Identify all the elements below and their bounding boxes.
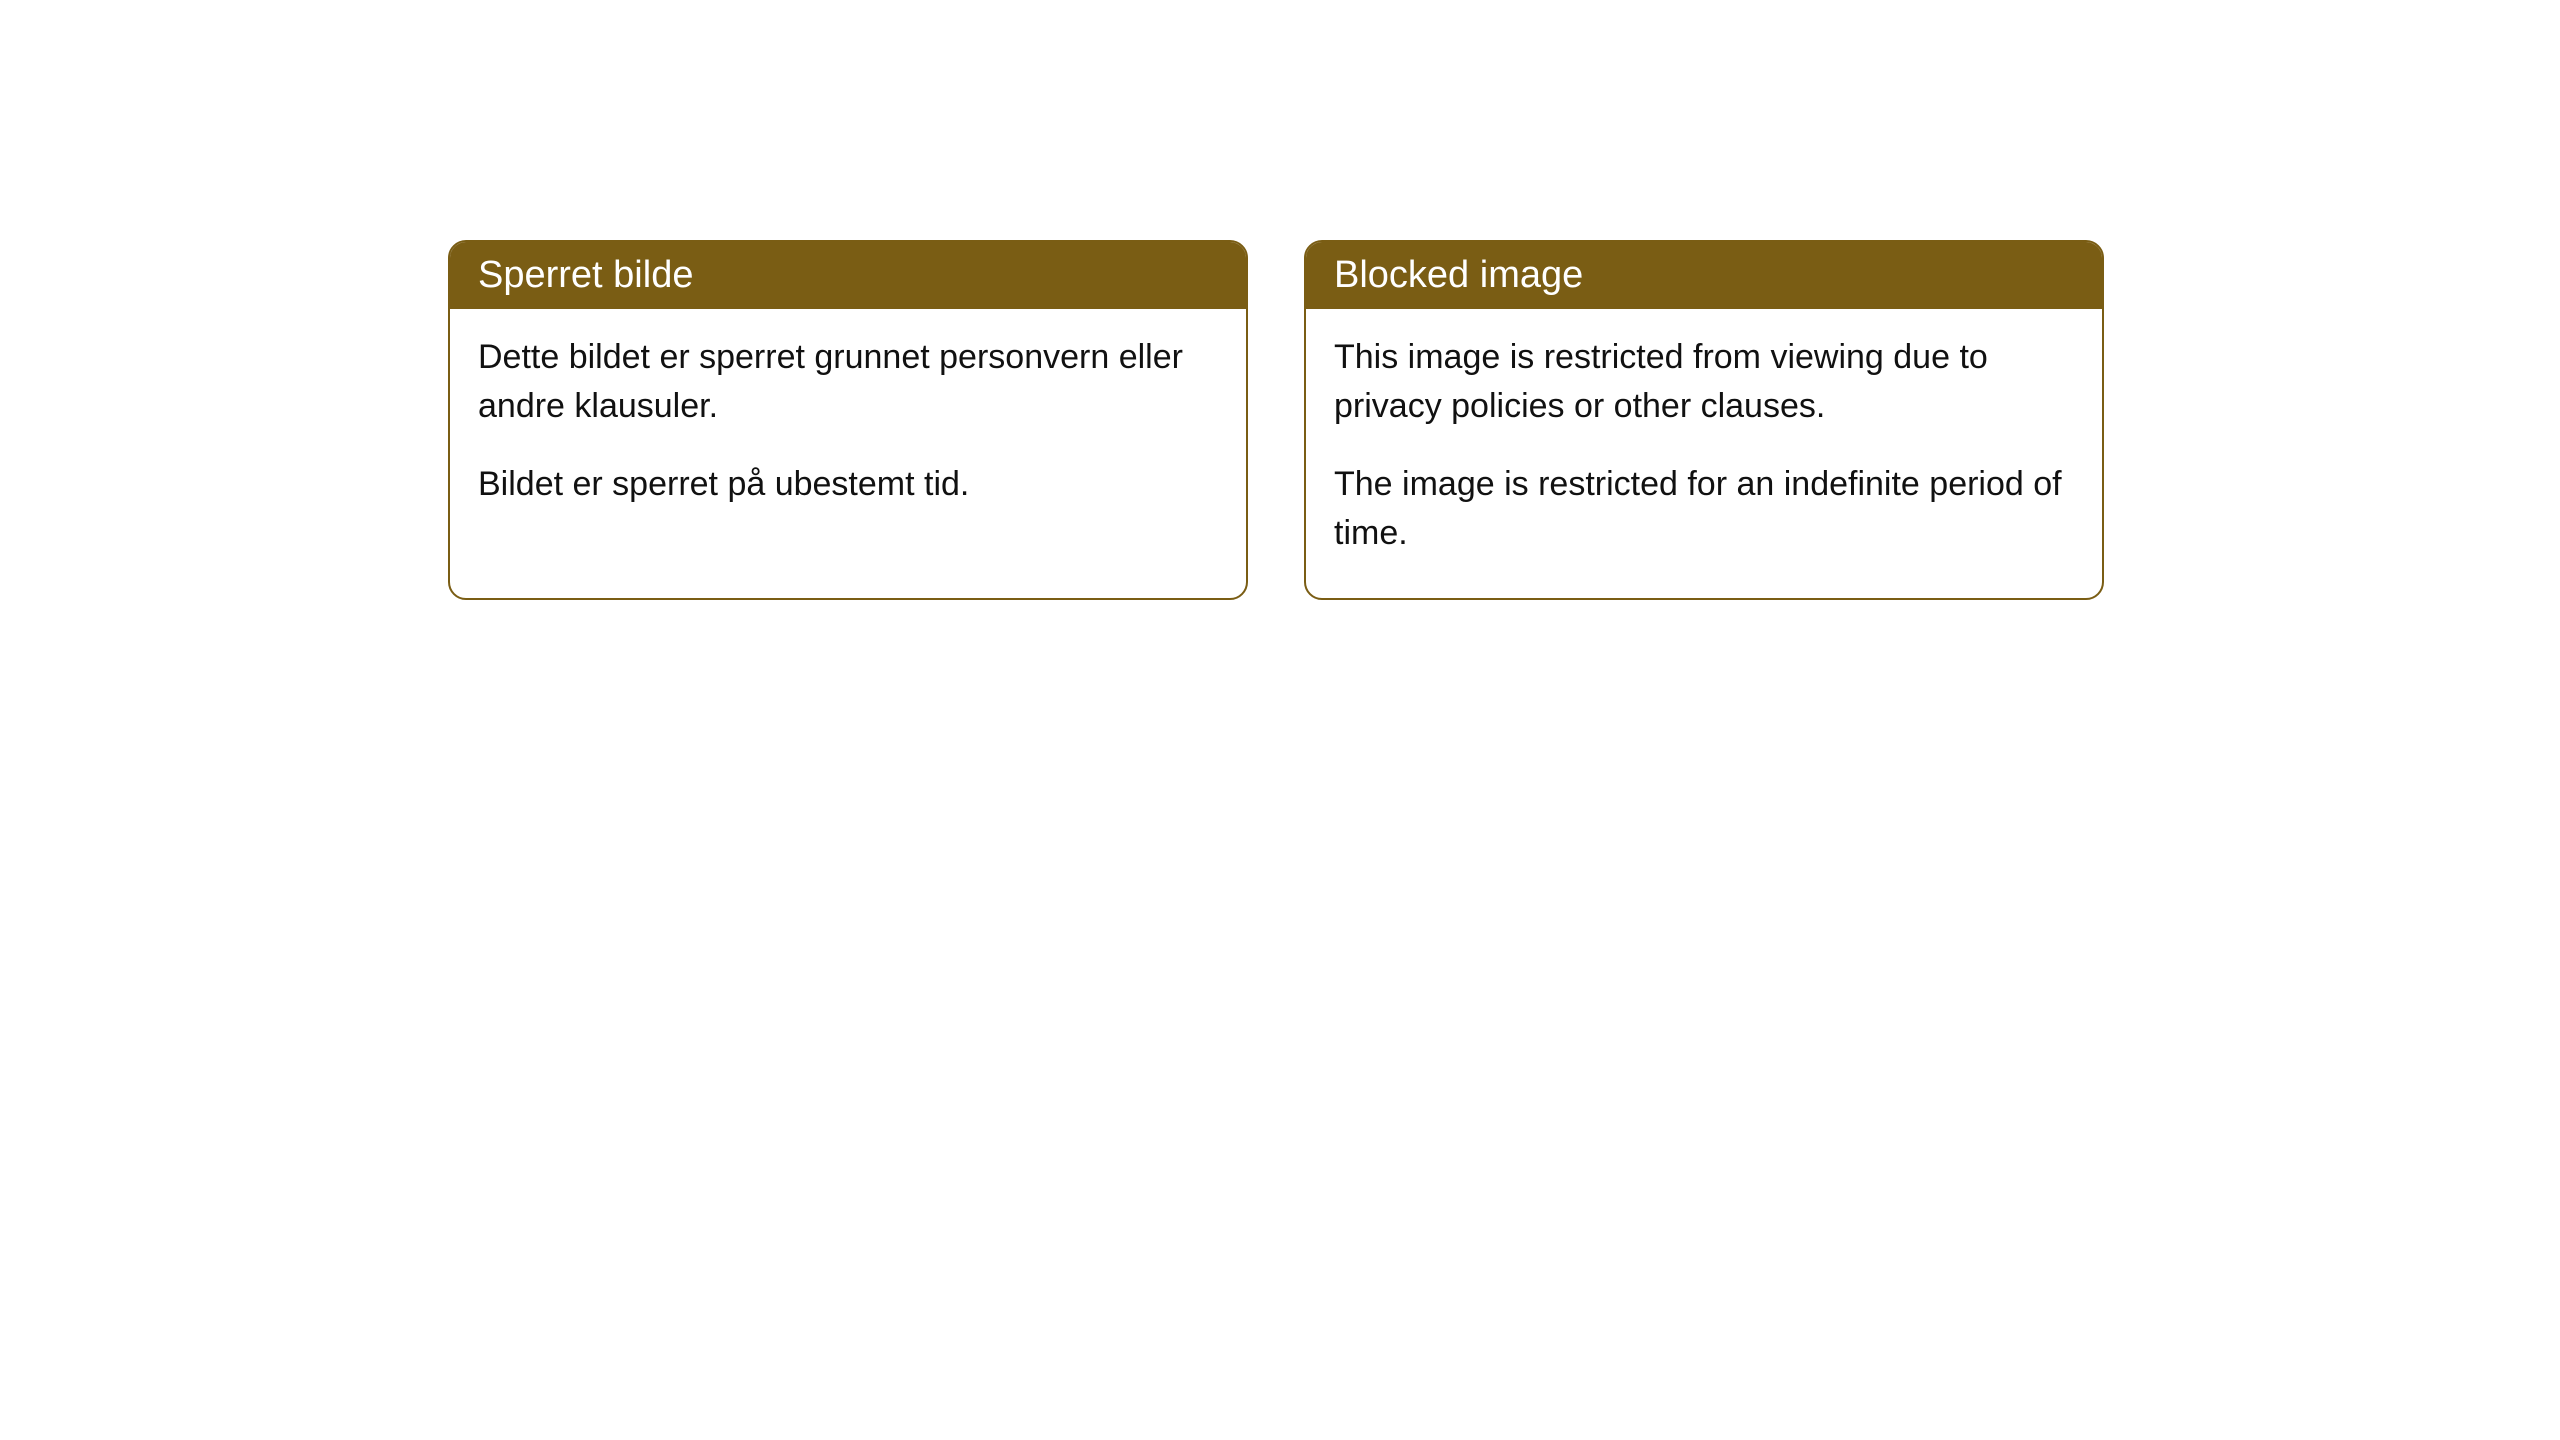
notice-panels-container: Sperret bilde Dette bildet er sperret gr… bbox=[0, 0, 2560, 600]
notice-panel-norwegian: Sperret bilde Dette bildet er sperret gr… bbox=[448, 240, 1248, 600]
panel-title: Blocked image bbox=[1334, 254, 1583, 296]
panel-header: Sperret bilde bbox=[450, 242, 1246, 309]
panel-title: Sperret bilde bbox=[478, 254, 693, 296]
notice-panel-english: Blocked image This image is restricted f… bbox=[1304, 240, 2104, 600]
panel-paragraph: This image is restricted from viewing du… bbox=[1334, 333, 2074, 432]
panel-body: Dette bildet er sperret grunnet personve… bbox=[450, 309, 1246, 549]
panel-paragraph: Dette bildet er sperret grunnet personve… bbox=[478, 333, 1218, 432]
panel-header: Blocked image bbox=[1306, 242, 2102, 309]
panel-paragraph: The image is restricted for an indefinit… bbox=[1334, 460, 2074, 559]
panel-paragraph: Bildet er sperret på ubestemt tid. bbox=[478, 460, 1218, 509]
panel-body: This image is restricted from viewing du… bbox=[1306, 309, 2102, 598]
